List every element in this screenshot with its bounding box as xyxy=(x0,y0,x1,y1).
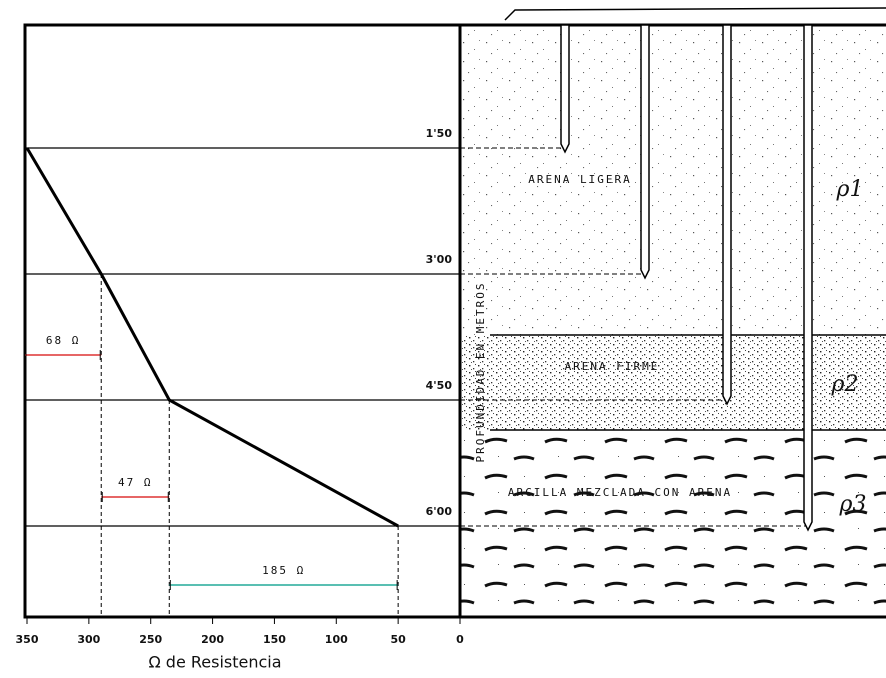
layer-name: ARENA FIRME xyxy=(565,360,660,373)
layer-name: ARCILLA MEZCLADA CON ARENA xyxy=(508,486,732,499)
y-axis-label: PROFUNDIDAD EN METROS xyxy=(474,281,487,462)
dimension-label: 68 Ω xyxy=(46,334,81,347)
x-tick-label: 50 xyxy=(390,633,406,646)
layer-symbol: ρ1 xyxy=(836,177,864,202)
y-tick-label: 3'00 xyxy=(426,253,453,266)
x-tick-label: 200 xyxy=(201,633,224,646)
ground-wire xyxy=(504,7,886,21)
electrode xyxy=(560,24,570,154)
layer-name: ARENA LIGERA xyxy=(528,173,631,186)
y-tick-label: 1'50 xyxy=(426,127,453,140)
electrode xyxy=(640,24,650,280)
x-tick-label: 250 xyxy=(139,633,162,646)
dimension-label: 185 Ω xyxy=(262,564,305,577)
x-tick-label: 300 xyxy=(77,633,100,646)
electrode xyxy=(722,24,732,406)
chart-frame xyxy=(23,23,462,619)
layer-fill xyxy=(460,25,886,335)
electrode xyxy=(803,24,813,532)
x-tick-label: 0 xyxy=(456,633,464,646)
layer-symbol: ρ2 xyxy=(831,372,859,397)
x-tick-label: 350 xyxy=(16,633,39,646)
layer-fill xyxy=(460,335,886,430)
layer-fill xyxy=(460,430,886,617)
y-tick-label: 6'00 xyxy=(426,505,453,518)
x-tick-label: 150 xyxy=(263,633,286,646)
dimension-label: 47 Ω xyxy=(118,476,153,489)
layer-symbol: ρ3 xyxy=(839,492,867,517)
soil-panel xyxy=(460,7,886,617)
x-tick-label: 100 xyxy=(325,633,348,646)
resistance-line xyxy=(25,147,399,528)
x-axis-label: Ω de Resistencia xyxy=(148,653,281,672)
y-tick-label: 4'50 xyxy=(426,379,453,392)
